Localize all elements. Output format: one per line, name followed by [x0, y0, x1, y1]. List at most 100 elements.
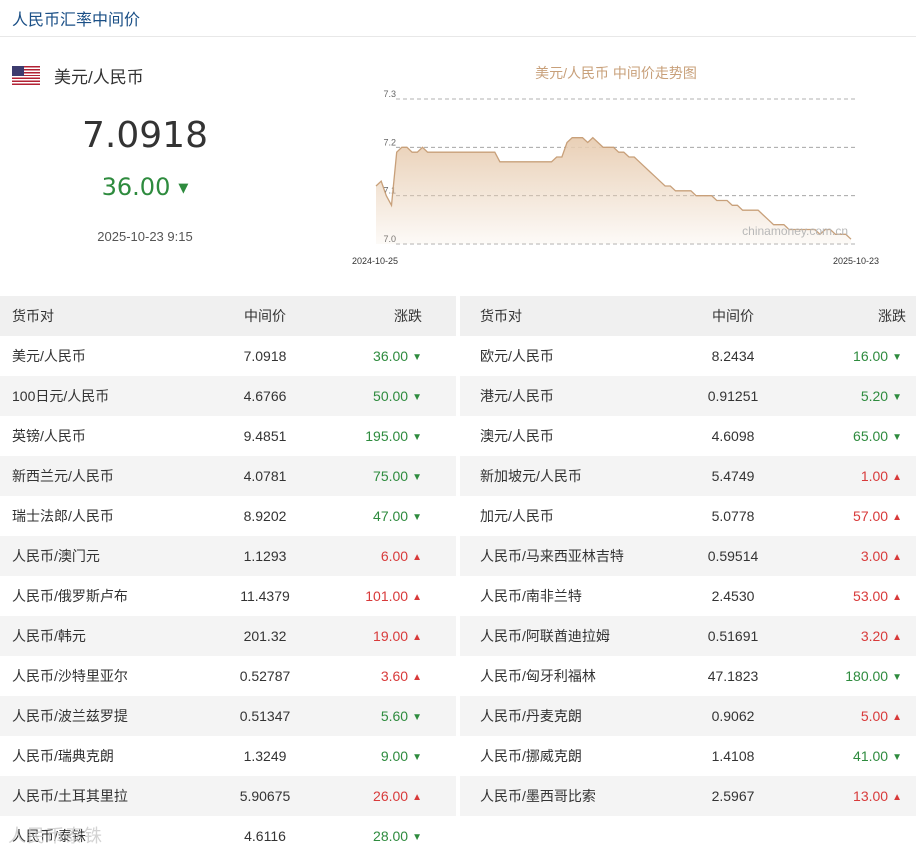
rate-change: 5.60 ▼: [320, 708, 444, 724]
rate-change-value: 50.00: [373, 388, 409, 404]
summary-pair-name: 美元/人民币: [54, 68, 144, 87]
chart-title: 美元/人民币 中间价走势图: [535, 65, 697, 81]
y-tick-label: 7.2: [383, 137, 396, 147]
currency-pair: 人民币/挪威克朗: [480, 748, 582, 764]
up-arrow-icon: ▲: [412, 552, 422, 563]
up-arrow-icon: ▲: [412, 592, 422, 603]
mid-rate: 0.9062: [711, 708, 755, 724]
down-arrow-icon: ▼: [892, 392, 902, 403]
rate-change-value: 13.00: [853, 788, 889, 804]
table-row[interactable]: 新加坡元/人民币 5.4749 1.00 ▲: [460, 456, 916, 496]
chart-series-line: [375, 136, 852, 240]
currency-pair: 新加坡元/人民币: [480, 468, 582, 484]
x-tick-label-end: 2025-10-23: [833, 256, 879, 266]
currency-pair: 人民币/沙特里亚尔: [12, 668, 128, 684]
down-arrow-icon: ▼: [412, 712, 422, 723]
mid-rate: 8.9202: [243, 508, 287, 524]
currency-pair: 澳元/人民币: [480, 428, 554, 444]
table-row[interactable]: 人民币/俄罗斯卢布 11.4379 101.00 ▲: [0, 576, 456, 616]
table-row[interactable]: 港元/人民币 0.91251 5.20 ▼: [460, 376, 916, 416]
rate-change: 1.00 ▲: [788, 468, 916, 484]
rate-change-value: 195.00: [365, 428, 409, 444]
rate-change-value: 5.60: [380, 708, 409, 724]
currency-pair: 人民币/墨西哥比索: [480, 788, 596, 804]
table-row[interactable]: 新西兰元/人民币 4.0781 75.00 ▼: [0, 456, 456, 496]
rate-change: 195.00 ▼: [320, 428, 444, 444]
currency-pair: 人民币/马来西亚林吉特: [480, 548, 624, 564]
table-header-row: 货币对 中间价 涨跌: [0, 296, 456, 336]
currency-pair: 人民币/南非兰特: [480, 588, 582, 604]
summary-pair-row: 美元/人民币: [12, 63, 144, 88]
table-row[interactable]: 人民币/波兰兹罗提 0.51347 5.60 ▼: [0, 696, 456, 736]
mid-rate: 11.4379: [240, 588, 290, 604]
table-row[interactable]: 人民币/墨西哥比索 2.5967 13.00 ▲: [460, 776, 916, 816]
mid-rate: 4.0781: [243, 468, 287, 484]
currency-pair: 港元/人民币: [480, 388, 554, 404]
x-tick-label-start: 2024-10-25: [352, 256, 398, 266]
rate-change: 36.00 ▼: [320, 348, 444, 364]
table-row[interactable]: 人民币/丹麦克朗 0.9062 5.00 ▲: [460, 696, 916, 736]
mid-rate: 0.51691: [707, 628, 759, 644]
table-row[interactable]: 欧元/人民币 8.2434 16.00 ▼: [460, 336, 916, 376]
header-change: 涨跌: [394, 308, 422, 324]
table-row[interactable]: 人民币/沙特里亚尔 0.52787 3.60 ▲: [0, 656, 456, 696]
page-header: 人民币汇率中间价: [0, 0, 916, 37]
chart-area-fill: [376, 137, 851, 244]
down-arrow-icon: ▼: [412, 352, 422, 363]
table-row[interactable]: 人民币/马来西亚林吉特 0.59514 3.00 ▲: [460, 536, 916, 576]
rate-change: 5.00 ▲: [788, 708, 916, 724]
rate-change-value: 75.00: [373, 468, 409, 484]
mid-rate: 4.6116: [244, 828, 286, 844]
table-row[interactable]: 英镑/人民币 9.4851 195.00 ▼: [0, 416, 456, 456]
rate-change: 5.20 ▼: [788, 388, 916, 404]
currency-pair: 人民币/丹麦克朗: [480, 708, 582, 724]
table-row[interactable]: 人民币/南非兰特 2.4530 53.00 ▲: [460, 576, 916, 616]
rate-change-value: 6.00: [380, 548, 409, 564]
table-row[interactable]: 瑞士法郎/人民币 8.9202 47.00 ▼: [0, 496, 456, 536]
up-arrow-icon: ▲: [412, 672, 422, 683]
table-row[interactable]: 人民币/土耳其里拉 5.90675 26.00 ▲: [0, 776, 456, 816]
table-row[interactable]: 人民币/匈牙利福林 47.1823 180.00 ▼: [460, 656, 916, 696]
table-row[interactable]: 美元/人民币 7.0918 36.00 ▼: [0, 336, 456, 376]
mid-rate: 2.4530: [711, 588, 755, 604]
rate-change-value: 28.00: [373, 828, 409, 844]
up-arrow-icon: ▲: [892, 632, 902, 643]
rate-change: 26.00 ▲: [320, 788, 444, 804]
rate-change-value: 16.00: [853, 348, 889, 364]
table-row[interactable]: 加元/人民币 5.0778 57.00 ▲: [460, 496, 916, 536]
rate-change: 101.00 ▲: [320, 588, 444, 604]
table-row[interactable]: 人民币/瑞典克朗 1.3249 9.00 ▼: [0, 736, 456, 776]
table-row[interactable]: 人民币/韩元 201.32 19.00 ▲: [0, 616, 456, 656]
summary-change: 36.00 ▼: [0, 173, 290, 201]
rate-change: 75.00 ▼: [320, 468, 444, 484]
chart-watermark: chinamoney.com.cn: [742, 224, 848, 238]
rate-change-value: 3.20: [860, 628, 889, 644]
rate-change-value: 41.00: [853, 748, 889, 764]
rate-change-value: 1.00: [860, 468, 889, 484]
mid-rate: 1.1293: [243, 548, 287, 564]
table-row[interactable]: 人民币/澳门元 1.1293 6.00 ▲: [0, 536, 456, 576]
mid-rate: 8.2434: [711, 348, 755, 364]
table-row[interactable]: 人民币/泰铢 4.6116 28.00 ▼: [0, 816, 456, 853]
header-pair: 货币对: [480, 308, 522, 324]
rate-change-value: 3.00: [860, 548, 889, 564]
rate-summary-panel: 美元/人民币 7.0918 36.00 ▼ 2025-10-23 9:15: [0, 37, 340, 257]
mid-rate: 1.4108: [711, 748, 755, 764]
summary-timestamp: 2025-10-23 9:15: [97, 229, 193, 244]
rate-change: 41.00 ▼: [788, 748, 916, 764]
table-row[interactable]: 人民币/阿联酋迪拉姆 0.51691 3.20 ▲: [460, 616, 916, 656]
mid-rate: 4.6098: [711, 428, 755, 444]
currency-pair: 人民币/澳门元: [12, 548, 100, 564]
table-row[interactable]: 人民币/挪威克朗 1.4108 41.00 ▼: [460, 736, 916, 776]
trend-chart-svg: 美元/人民币 中间价走势图7.37.27.17.0chinamoney.com.…: [352, 65, 879, 266]
mid-rate: 4.6766: [243, 388, 287, 404]
header-mid: 中间价: [712, 308, 754, 324]
header-pair: 货币对: [12, 308, 54, 324]
summary-rate: 7.0918: [82, 115, 208, 156]
currency-pair: 美元/人民币: [12, 348, 86, 364]
currency-pair: 英镑/人民币: [12, 428, 86, 444]
table-row[interactable]: 澳元/人民币 4.6098 65.00 ▼: [460, 416, 916, 456]
table-row[interactable]: 100日元/人民币 4.6766 50.00 ▼: [0, 376, 456, 416]
watermark: 人民币泰铢: [8, 826, 103, 846]
rate-change: 9.00 ▼: [320, 748, 444, 764]
